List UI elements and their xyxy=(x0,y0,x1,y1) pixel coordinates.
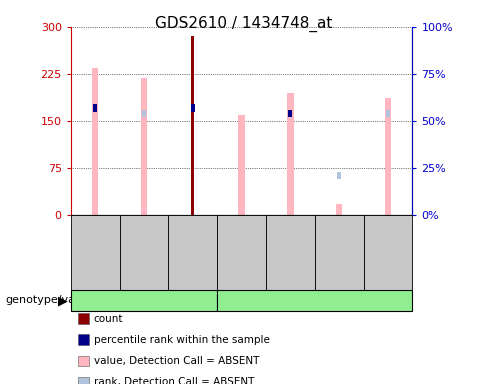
Bar xyxy=(288,110,292,117)
Text: wild-type: wild-type xyxy=(118,295,170,306)
Text: GSM105144: GSM105144 xyxy=(383,223,393,282)
Text: genotype/variation: genotype/variation xyxy=(5,295,111,306)
Bar xyxy=(385,98,391,215)
Text: GSM104736: GSM104736 xyxy=(237,223,246,282)
Text: GSM105142: GSM105142 xyxy=(334,223,344,282)
Bar xyxy=(336,204,343,215)
Text: value, Detection Call = ABSENT: value, Detection Call = ABSENT xyxy=(94,356,259,366)
Bar xyxy=(386,110,390,117)
Bar xyxy=(191,36,194,215)
Text: GSM104738: GSM104738 xyxy=(90,223,100,282)
Text: rank, Detection Call = ABSENT: rank, Detection Call = ABSENT xyxy=(94,377,254,384)
Bar xyxy=(191,104,195,112)
Bar xyxy=(288,110,292,117)
Bar xyxy=(142,110,146,117)
Bar xyxy=(93,104,97,112)
Text: percentile rank within the sample: percentile rank within the sample xyxy=(94,335,269,345)
Text: GSM104740: GSM104740 xyxy=(285,223,295,282)
Text: GDS2610 / 1434748_at: GDS2610 / 1434748_at xyxy=(155,15,333,31)
Text: GSM105140: GSM105140 xyxy=(139,223,149,282)
Text: glycerol kinase knockout: glycerol kinase knockout xyxy=(245,295,384,306)
Text: GSM105141: GSM105141 xyxy=(188,223,198,282)
Bar xyxy=(287,93,294,215)
Bar xyxy=(337,172,341,179)
Bar xyxy=(141,78,147,215)
Text: ▶: ▶ xyxy=(58,294,67,307)
Bar xyxy=(238,115,244,215)
Bar xyxy=(92,68,98,215)
Text: count: count xyxy=(94,314,123,324)
